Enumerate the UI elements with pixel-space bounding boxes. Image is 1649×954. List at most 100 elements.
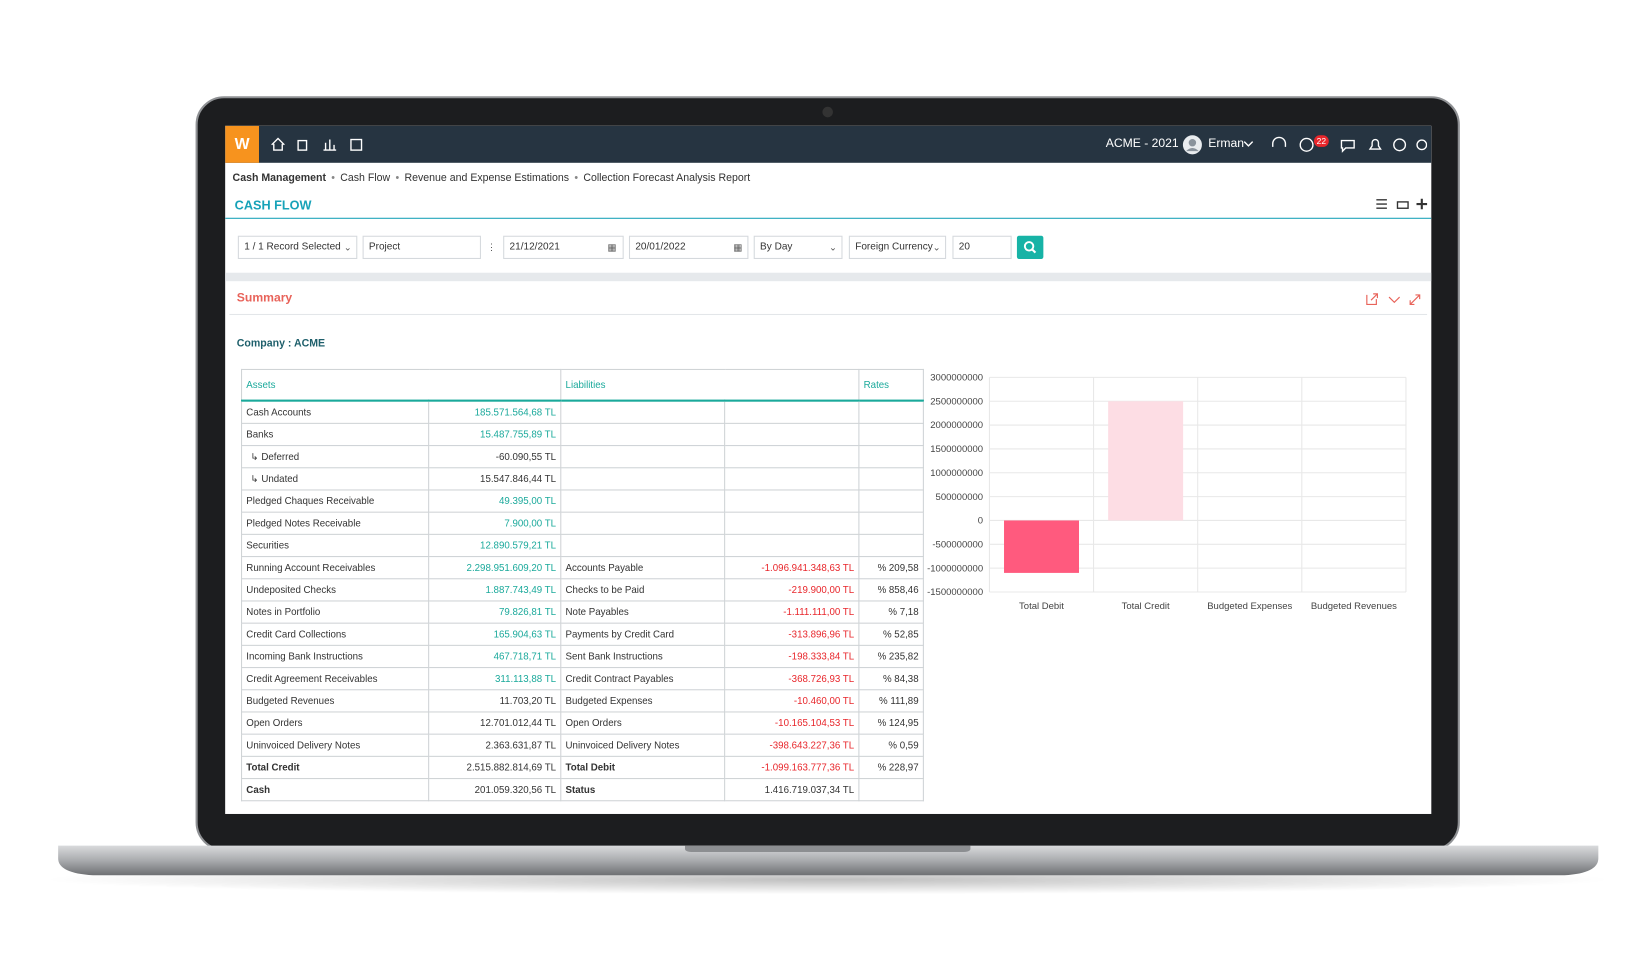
amount-cell: 2.298.951.609,20 TL	[428, 556, 562, 580]
breadcrumb: Cash Management • Cash Flow • Revenue and Ex…	[233, 169, 751, 184]
user-name[interactable]: Erman	[1208, 137, 1245, 151]
chart-icon[interactable]	[323, 139, 337, 151]
logo[interactable]: W	[225, 125, 259, 163]
calendar-button[interactable]: ▦	[607, 242, 617, 253]
label-cell: Credit Agreement Receivables	[241, 667, 430, 691]
table-row: ↳ Undated 15.547.846,44 TL	[241, 467, 924, 491]
crumb-separator: •	[331, 172, 335, 184]
add-icon[interactable]	[1416, 198, 1428, 210]
support-icon[interactable]	[1272, 136, 1287, 147]
amount-cell	[858, 400, 924, 424]
bar	[1108, 401, 1184, 521]
settings-icon[interactable]	[1416, 139, 1428, 151]
kebab-menu[interactable]: ⋮	[486, 242, 497, 253]
avatar[interactable]	[1182, 134, 1203, 155]
bar	[1004, 520, 1079, 573]
bell-icon[interactable]	[1368, 138, 1382, 150]
filter-input[interactable]: Project	[362, 235, 481, 259]
filter-input[interactable]: By Day	[753, 235, 843, 259]
amount-cell: -1.099.163.777,36 TL	[724, 755, 860, 780]
crumb[interactable]: Cash Flow	[340, 172, 391, 184]
search-button[interactable]	[1016, 235, 1044, 259]
filter-input[interactable]: 20	[952, 235, 1012, 259]
table-row: Credit Card Collections 165.904,63 TL Paym…	[241, 622, 924, 646]
summary-divider	[229, 313, 1428, 316]
export-icon[interactable]	[1366, 293, 1378, 306]
table-row: Banks 15.487.755,89 TL	[241, 422, 924, 447]
amount-cell: 49.395,00 TL	[428, 489, 562, 513]
amount-cell: 11.703,20 TL	[428, 689, 562, 713]
print-icon[interactable]	[1396, 201, 1409, 209]
amount-cell	[858, 489, 924, 513]
x-tick-label: Total Debit	[1019, 601, 1064, 612]
liabilities-header: Liabilities	[560, 368, 860, 402]
amount-cell: % 228,97	[858, 755, 924, 780]
crumb[interactable]: Collection Forecast Analysis Report	[583, 172, 751, 184]
amount-cell: -1.096.941.348,63 TL	[724, 556, 860, 580]
amount-cell: 311.113,88 TL	[428, 667, 562, 691]
crumb-separator: •	[395, 172, 400, 184]
label-cell: Budgeted Revenues	[241, 689, 430, 713]
collapse-icon[interactable]	[1388, 296, 1401, 304]
search-icon	[1023, 241, 1037, 254]
separator-band	[225, 272, 1432, 282]
label-cell: Total Debit	[560, 755, 726, 780]
label-cell	[560, 400, 726, 424]
company-year[interactable]: ACME - 2021	[1105, 137, 1179, 151]
header-row: Assets Liabilities Rates	[241, 368, 924, 402]
list-icon[interactable]	[1376, 199, 1387, 209]
amount-cell: 79.826,81 TL	[428, 600, 562, 624]
amount-cell: % 111,89	[858, 689, 924, 713]
amount-cell: -198.333,84 TL	[724, 644, 860, 669]
amount-cell: 15.487.755,89 TL	[428, 422, 562, 447]
table-row: Pledged Notes Receivable 7.900,00 TL	[241, 511, 924, 535]
company-label: Company : ACME	[236, 338, 326, 350]
page-title: CASH FLOW	[234, 197, 312, 213]
dropdown-caret[interactable]: ⌄	[932, 242, 941, 253]
label-cell: Running Account Receivables	[241, 556, 430, 580]
rates-header: Rates	[858, 368, 924, 402]
calendar-button[interactable]: ▦	[733, 242, 743, 253]
table-row: Running Account Receivables 2.298.951.609…	[241, 556, 924, 580]
x-tick-label: Budgeted Revenues	[1311, 601, 1397, 612]
apps-icon[interactable]	[1299, 137, 1314, 152]
amount-cell	[724, 533, 860, 558]
y-tick-label: 500000000	[936, 492, 984, 503]
help-icon[interactable]	[1393, 138, 1407, 152]
laptop-base	[58, 845, 1599, 876]
crumb[interactable]: Revenue and Expense Estimations	[404, 172, 570, 184]
label-cell	[560, 422, 726, 447]
table-row: Open Orders 12.701.012,44 TL Open Orders -1…	[241, 711, 924, 735]
calendar-icon[interactable]	[350, 138, 363, 151]
label-cell: Checks to be Paid	[560, 578, 726, 602]
label-cell	[560, 533, 726, 558]
cup-icon[interactable]	[297, 139, 308, 151]
camera	[822, 106, 833, 118]
chat-icon[interactable]	[1340, 139, 1355, 153]
filter-input[interactable]: 1 / 1 Record Selected	[237, 235, 358, 259]
y-tick-label: 3000000000	[930, 373, 983, 384]
dropdown-caret[interactable]: ⌄	[343, 242, 352, 253]
amount-cell: -313.896,96 TL	[724, 622, 860, 646]
amount-cell	[858, 445, 924, 469]
toolbar-icons	[1376, 198, 1428, 210]
label-cell: Uninvoiced Delivery Notes	[560, 733, 726, 757]
table-row: Pledged Chaques Receivable 49.395,00 TL	[241, 489, 924, 513]
notification-badge: 22	[1313, 135, 1329, 147]
table-row: Budgeted Revenues 11.703,20 TL Budgeted Ex…	[241, 689, 924, 713]
crumb[interactable]: Cash Management	[232, 172, 326, 184]
chart: 3000000000 2500000000 2000000000 1500000000…	[927, 373, 1407, 612]
label-cell	[560, 489, 726, 513]
y-tick-label: 2000000000	[930, 420, 983, 431]
filter-input[interactable]: Foreign Currency	[848, 235, 947, 259]
home-icon[interactable]	[271, 137, 285, 151]
filter-input[interactable]: 20/01/2022	[628, 235, 749, 259]
expand-icon[interactable]	[1409, 294, 1421, 306]
label-cell: Accounts Payable	[560, 556, 726, 580]
dropdown-caret[interactable]: ⌄	[828, 242, 837, 253]
user-caret[interactable]	[1243, 141, 1254, 147]
filter-input[interactable]: 21/12/2021	[503, 235, 624, 259]
amount-cell: % 209,58	[858, 556, 924, 580]
amount-cell	[858, 467, 924, 491]
amount-cell: % 858,46	[858, 578, 924, 602]
